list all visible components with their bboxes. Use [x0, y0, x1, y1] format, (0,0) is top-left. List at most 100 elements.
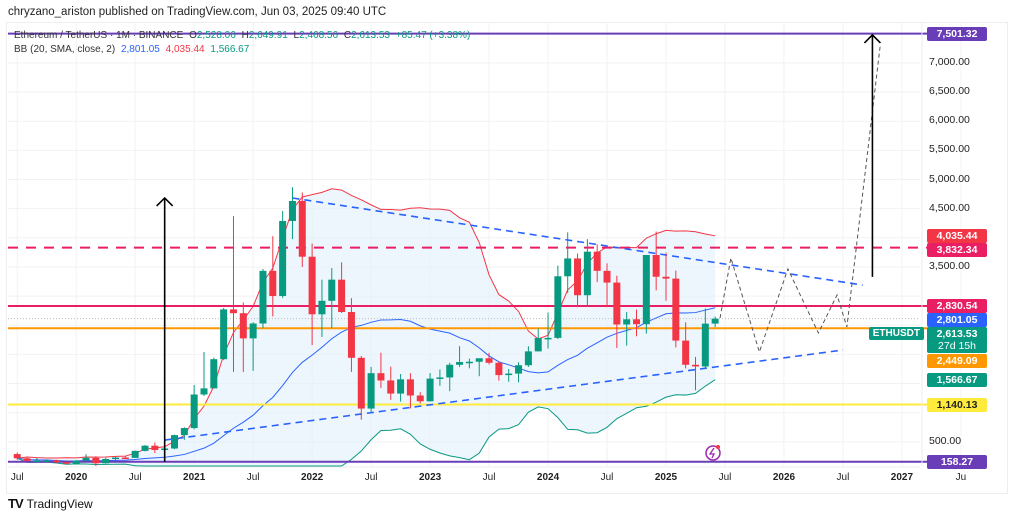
- x-tick-label: 2025: [654, 472, 678, 483]
- candle-body: [43, 460, 51, 462]
- candle-body: [416, 395, 424, 402]
- bb-lower-value: 1,566.67: [210, 44, 250, 55]
- candle-body: [347, 312, 355, 358]
- x-tick-label: Jul: [246, 472, 260, 483]
- candle-body: [288, 201, 296, 222]
- y-tick-label: 5,500.00: [929, 143, 970, 156]
- price-badge: 1,140.13: [927, 397, 987, 412]
- candle-body: [446, 364, 454, 378]
- x-tick-label: 2020: [65, 472, 88, 483]
- candle-body: [249, 323, 257, 339]
- low-label: L: [293, 30, 300, 41]
- candle-body: [171, 435, 178, 449]
- price-badge: 7,501.32: [927, 26, 987, 41]
- candle-body: [465, 361, 473, 364]
- lightning-icon: [705, 445, 721, 461]
- projection-path: [719, 44, 881, 354]
- candle-body: [298, 201, 306, 257]
- candle-body: [308, 256, 316, 315]
- candle-body: [259, 270, 267, 324]
- candle-body: [426, 378, 434, 402]
- candle-body: [121, 457, 129, 460]
- publisher-line: chryzano_ariston published on TradingVie…: [8, 6, 387, 18]
- candle-body: [554, 276, 562, 338]
- price-badge: 2,801.05: [927, 312, 987, 327]
- candle-body: [279, 221, 287, 297]
- x-tick-label: 2021: [183, 472, 206, 483]
- candle-body: [662, 276, 670, 279]
- price-badge: 158.27: [927, 454, 987, 469]
- close-value: 2,613.53: [351, 30, 390, 41]
- candle-body: [82, 457, 90, 461]
- candle-body: [210, 359, 218, 389]
- y-tick-label: 5,000.00: [929, 172, 970, 185]
- ohlc-legend: Ethereum / TetherUS · 1M · BINANCE O2,52…: [14, 29, 470, 43]
- y-tick-label: 500.00: [929, 434, 962, 447]
- trendline: [164, 349, 844, 441]
- chart-legend: Ethereum / TetherUS · 1M · BINANCE O2,52…: [14, 29, 470, 57]
- y-tick-label: 7,000.00: [929, 55, 970, 68]
- change-value: +85.47 (+3.38%): [395, 30, 471, 41]
- candle-body: [357, 357, 365, 409]
- price-badge: 1,566.67: [927, 372, 987, 387]
- x-tick-label: 2027: [890, 472, 914, 483]
- symbol-name[interactable]: Ethereum / TetherUS · 1M · BINANCE: [14, 30, 184, 41]
- candle-body: [72, 460, 80, 464]
- x-tick-label: 2023: [418, 472, 442, 483]
- candle-body: [652, 254, 660, 277]
- candle-body: [112, 457, 120, 460]
- open-label: O: [189, 30, 197, 41]
- x-tick-label: 2026: [772, 472, 796, 483]
- candle-body: [338, 279, 346, 313]
- candle-body: [515, 365, 523, 374]
- tradingview-logo: TV TradingView: [8, 496, 93, 511]
- candle-body: [475, 358, 483, 362]
- candle-body: [33, 460, 41, 463]
- candle-body: [436, 377, 444, 379]
- candle-body: [593, 251, 601, 271]
- arrow-head-icon: [156, 196, 174, 207]
- candle-body: [524, 351, 532, 366]
- price-badge: 2,449.09: [927, 353, 987, 368]
- bb-upper-value: 4,035.44: [165, 44, 205, 55]
- x-tick-label: Ju: [955, 472, 967, 483]
- x-tick-label: Jul: [482, 472, 496, 483]
- candle-body: [62, 462, 70, 464]
- bb-label[interactable]: BB (20, SMA, close, 2): [14, 44, 116, 55]
- candle-body: [397, 379, 405, 394]
- candle-body: [131, 450, 139, 458]
- candle-body: [239, 313, 247, 339]
- price-badge: 3,832.34: [927, 242, 987, 257]
- symbol-tag: ETHUSDT: [868, 326, 924, 340]
- candle-body: [13, 454, 21, 459]
- candle-body: [672, 278, 680, 341]
- candle-body: [180, 428, 188, 436]
- x-tick-label: 2022: [300, 472, 324, 483]
- close-label: C: [343, 30, 352, 41]
- trendline: [292, 197, 863, 286]
- candle-body: [485, 358, 493, 363]
- candle-body: [682, 340, 690, 365]
- candle-body: [613, 282, 621, 325]
- candle-body: [544, 337, 552, 340]
- notification-dot-icon: [716, 445, 720, 449]
- candle-body: [495, 362, 503, 376]
- candle-body: [377, 373, 385, 381]
- candle-body: [701, 323, 709, 367]
- candle-body: [269, 270, 277, 297]
- bb-basis-line: [17, 307, 716, 462]
- x-tick-label: Jul: [128, 472, 142, 483]
- candle-body: [53, 460, 61, 463]
- candle-body: [456, 362, 464, 365]
- candle-body: [367, 373, 375, 409]
- candle-body: [23, 458, 31, 461]
- candle-body: [387, 380, 395, 394]
- x-tick-label: Jul: [836, 472, 850, 483]
- candle-body: [574, 258, 582, 296]
- candle-body: [564, 258, 572, 277]
- candle-body: [141, 445, 149, 451]
- y-tick-label: 6,500.00: [929, 85, 970, 98]
- candle-body: [92, 457, 100, 464]
- bb-legend: BB (20, SMA, close, 2) 2,801.05 4,035.44…: [14, 43, 470, 57]
